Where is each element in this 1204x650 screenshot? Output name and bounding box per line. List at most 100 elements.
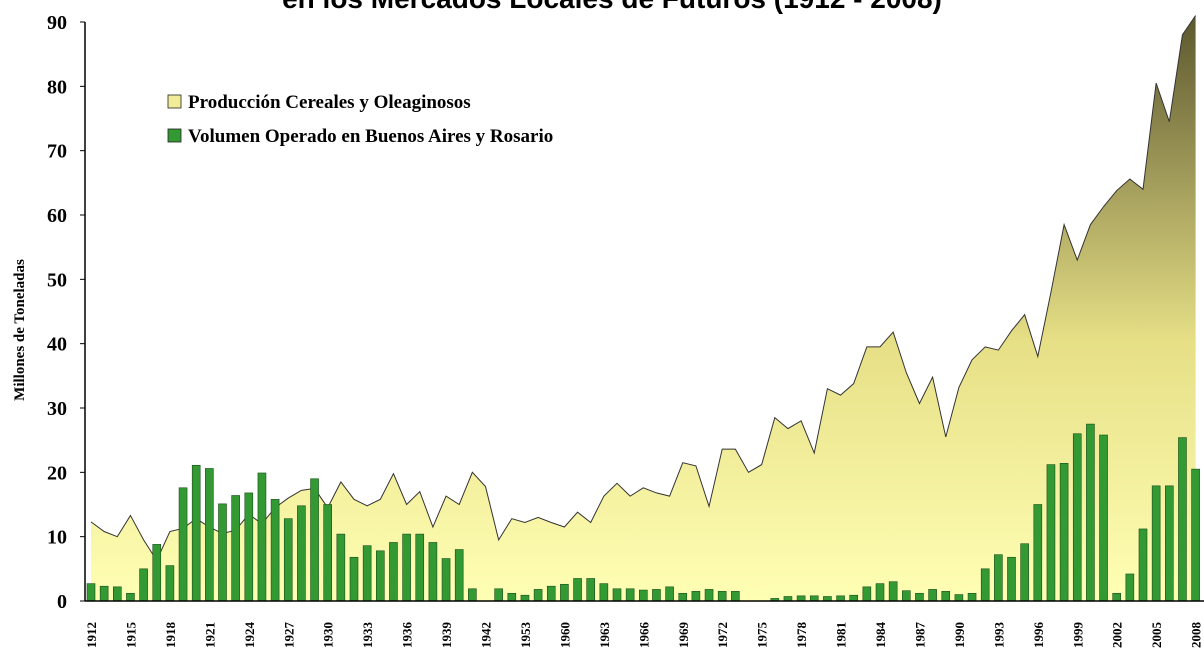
bar xyxy=(468,588,477,602)
bar xyxy=(560,583,569,602)
x-tick-label: 1963 xyxy=(597,622,612,649)
bar xyxy=(1072,433,1082,602)
y-tick-label: 10 xyxy=(47,527,67,549)
bar xyxy=(665,586,674,602)
x-tick-label: 1953 xyxy=(518,622,533,649)
bar xyxy=(1191,468,1200,602)
bar xyxy=(573,578,582,602)
bar xyxy=(980,568,990,602)
bar xyxy=(99,585,109,602)
bar xyxy=(178,487,188,602)
bar xyxy=(244,492,254,602)
bar xyxy=(1033,504,1043,602)
bar xyxy=(849,594,859,602)
bar xyxy=(205,468,214,602)
y-tick-label: 40 xyxy=(47,334,67,356)
bar xyxy=(1151,485,1161,602)
bar xyxy=(717,591,727,602)
bar xyxy=(441,558,451,602)
bar xyxy=(731,591,740,602)
y-tick-label: 50 xyxy=(47,269,67,291)
bar xyxy=(967,592,977,602)
x-tick-label: 1978 xyxy=(794,622,809,649)
bar xyxy=(652,589,661,602)
bar xyxy=(888,581,898,602)
x-tick-label: 1996 xyxy=(1031,622,1046,649)
x-tick-label: 1966 xyxy=(636,622,651,649)
bar xyxy=(691,591,701,602)
y-tick-label: 60 xyxy=(47,205,67,227)
x-tick-label: 1936 xyxy=(400,622,415,649)
y-tick-label: 20 xyxy=(47,462,67,484)
bar xyxy=(336,533,346,602)
bar xyxy=(1178,437,1187,602)
bar xyxy=(454,549,464,602)
bar xyxy=(297,505,306,602)
bar xyxy=(901,590,911,602)
bar xyxy=(349,556,359,602)
bar xyxy=(139,568,148,602)
bar xyxy=(638,589,648,602)
x-tick-label: 1918 xyxy=(163,622,178,649)
bar xyxy=(1020,543,1029,602)
x-tick-label: 1912 xyxy=(84,622,99,648)
bar xyxy=(375,550,385,602)
chart-title: en los Mercados Locales de Futuros (1912… xyxy=(282,0,942,14)
bar xyxy=(415,533,425,602)
x-tick-label: 1921 xyxy=(202,622,217,648)
bar xyxy=(507,592,517,602)
plot: 0 10 20 30 40 50 60 70 80 90 1912 1915 1918 1921 1924 1… xyxy=(47,12,1204,648)
x-tick-label: 1960 xyxy=(557,622,572,648)
x-tick-label: 1927 xyxy=(281,622,296,649)
bar xyxy=(1059,463,1069,602)
bar xyxy=(954,594,964,602)
area xyxy=(91,15,1196,602)
x-tick-label: 1924 xyxy=(242,622,257,649)
bar xyxy=(402,533,411,602)
bar xyxy=(191,464,201,602)
y-tick-label: 90 xyxy=(47,12,67,34)
x-tick-label: 1981 xyxy=(834,622,849,648)
bar xyxy=(1046,464,1056,602)
bar xyxy=(625,588,635,602)
y-tick-label: 70 xyxy=(47,141,67,163)
y-tick-label: 80 xyxy=(47,76,67,98)
bar xyxy=(941,591,951,602)
legend-swatch xyxy=(167,128,182,143)
bar xyxy=(704,589,714,602)
bar xyxy=(152,544,162,602)
bar xyxy=(494,588,503,602)
bar xyxy=(310,478,319,602)
x-tick-label: 1987 xyxy=(912,622,927,649)
bar xyxy=(218,503,227,602)
bar xyxy=(862,586,872,602)
y-axis-label: Millones de Toneladas xyxy=(12,259,28,401)
x-tick-label: 1990 xyxy=(952,622,967,648)
x-tick-label: 1984 xyxy=(873,622,888,649)
bar xyxy=(678,592,688,602)
bar xyxy=(86,583,96,602)
bar xyxy=(875,583,885,602)
x-tick-label: 2008 xyxy=(1189,622,1204,649)
legend-swatch xyxy=(167,94,182,109)
bar xyxy=(231,495,240,602)
legend-label: Producción Cereales y Oleaginosos xyxy=(188,92,471,113)
bar xyxy=(428,542,438,602)
bar xyxy=(809,595,819,602)
bar xyxy=(533,589,543,602)
bar xyxy=(1125,573,1135,602)
bar xyxy=(323,504,333,602)
bar xyxy=(257,472,267,602)
y-tick-label: 30 xyxy=(47,398,67,420)
bar xyxy=(362,545,372,602)
bar xyxy=(994,554,1003,602)
bar xyxy=(1007,556,1016,602)
bar xyxy=(836,595,845,602)
legend-label: Volumen Operado en Buenos Aires y Rosari… xyxy=(188,126,553,147)
bar xyxy=(283,518,293,602)
y-tick-label: 0 xyxy=(57,591,67,613)
bar xyxy=(1086,423,1095,602)
bar xyxy=(1138,528,1148,602)
bar xyxy=(165,565,175,602)
x-tick-label: 1975 xyxy=(755,622,770,649)
